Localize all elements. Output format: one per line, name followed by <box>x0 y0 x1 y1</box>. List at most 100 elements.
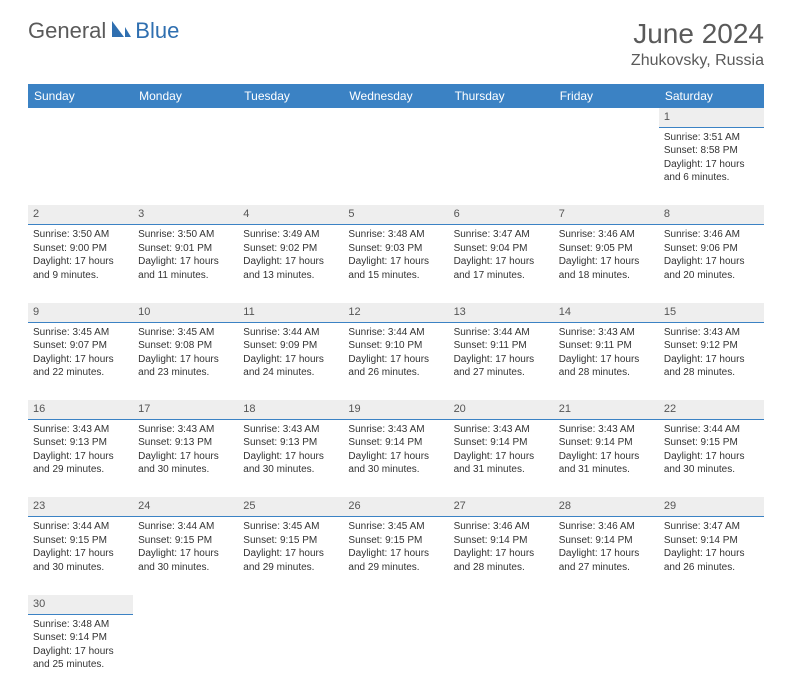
day-cell: Sunrise: 3:44 AMSunset: 9:15 PMDaylight:… <box>133 517 238 595</box>
day-cell: Sunrise: 3:48 AMSunset: 9:14 PMDaylight:… <box>28 614 133 692</box>
day-content: Sunrise: 3:43 AMSunset: 9:12 PMDaylight:… <box>664 326 759 380</box>
day-number: 19 <box>343 400 448 419</box>
sunrise-line: Sunrise: 3:46 AM <box>664 228 759 242</box>
sunrise-line: Sunrise: 3:44 AM <box>454 326 549 340</box>
day-cell: Sunrise: 3:45 AMSunset: 9:08 PMDaylight:… <box>133 322 238 400</box>
day-cell: Sunrise: 3:43 AMSunset: 9:12 PMDaylight:… <box>659 322 764 400</box>
day-content: Sunrise: 3:47 AMSunset: 9:14 PMDaylight:… <box>664 520 759 574</box>
day-cell: Sunrise: 3:50 AMSunset: 9:01 PMDaylight:… <box>133 225 238 303</box>
day-header: Sunday <box>28 84 133 108</box>
sunrise-line: Sunrise: 3:44 AM <box>33 520 128 534</box>
sunset-line: Sunset: 9:15 PM <box>243 534 338 548</box>
sunrise-line: Sunrise: 3:43 AM <box>348 423 443 437</box>
day-header: Monday <box>133 84 238 108</box>
day-cell: Sunrise: 3:45 AMSunset: 9:15 PMDaylight:… <box>343 517 448 595</box>
sunrise-line: Sunrise: 3:43 AM <box>454 423 549 437</box>
daylight-line: Daylight: 17 hours and 29 minutes. <box>348 547 443 574</box>
day-content: Sunrise: 3:50 AMSunset: 9:01 PMDaylight:… <box>138 228 233 282</box>
day-number: 7 <box>554 205 659 224</box>
day-cell: Sunrise: 3:44 AMSunset: 9:09 PMDaylight:… <box>238 322 343 400</box>
day-number: 26 <box>343 497 448 516</box>
day-content: Sunrise: 3:50 AMSunset: 9:00 PMDaylight:… <box>33 228 128 282</box>
day-number: 5 <box>343 205 448 224</box>
sunrise-line: Sunrise: 3:43 AM <box>243 423 338 437</box>
day-cell: Sunrise: 3:46 AMSunset: 9:14 PMDaylight:… <box>554 517 659 595</box>
day-content: Sunrise: 3:44 AMSunset: 9:15 PMDaylight:… <box>664 423 759 477</box>
day-number: 21 <box>554 400 659 419</box>
day-number: 18 <box>238 400 343 419</box>
day-content: Sunrise: 3:43 AMSunset: 9:13 PMDaylight:… <box>33 423 128 477</box>
day-header: Saturday <box>659 84 764 108</box>
day-number: 13 <box>449 303 554 322</box>
day-header: Thursday <box>449 84 554 108</box>
day-content: Sunrise: 3:43 AMSunset: 9:14 PMDaylight:… <box>348 423 443 477</box>
sunrise-line: Sunrise: 3:46 AM <box>559 228 654 242</box>
sunset-line: Sunset: 9:13 PM <box>243 436 338 450</box>
daylight-line: Daylight: 17 hours and 25 minutes. <box>33 645 128 672</box>
day-number <box>554 108 659 127</box>
day-content: Sunrise: 3:51 AMSunset: 8:58 PMDaylight:… <box>664 131 759 185</box>
sunrise-line: Sunrise: 3:50 AM <box>138 228 233 242</box>
sunrise-line: Sunrise: 3:46 AM <box>454 520 549 534</box>
day-header: Friday <box>554 84 659 108</box>
day-number: 1 <box>659 108 764 127</box>
day-cell: Sunrise: 3:44 AMSunset: 9:15 PMDaylight:… <box>28 517 133 595</box>
day-content: Sunrise: 3:48 AMSunset: 9:14 PMDaylight:… <box>33 618 128 672</box>
sunset-line: Sunset: 9:14 PM <box>348 436 443 450</box>
daylight-line: Daylight: 17 hours and 30 minutes. <box>138 547 233 574</box>
daylight-line: Daylight: 17 hours and 30 minutes. <box>138 450 233 477</box>
sunset-line: Sunset: 8:58 PM <box>664 144 759 158</box>
day-number <box>659 595 764 614</box>
day-content: Sunrise: 3:45 AMSunset: 9:15 PMDaylight:… <box>243 520 338 574</box>
day-content: Sunrise: 3:46 AMSunset: 9:14 PMDaylight:… <box>559 520 654 574</box>
day-cell <box>554 614 659 692</box>
daylight-line: Daylight: 17 hours and 13 minutes. <box>243 255 338 282</box>
day-content: Sunrise: 3:43 AMSunset: 9:13 PMDaylight:… <box>138 423 233 477</box>
sunset-line: Sunset: 9:15 PM <box>664 436 759 450</box>
daylight-line: Daylight: 17 hours and 22 minutes. <box>33 353 128 380</box>
day-number: 4 <box>238 205 343 224</box>
sunrise-line: Sunrise: 3:44 AM <box>348 326 443 340</box>
header: General Blue June 2024 Zhukovsky, Russia <box>0 0 792 78</box>
daylight-line: Daylight: 17 hours and 28 minutes. <box>454 547 549 574</box>
title-block: June 2024 Zhukovsky, Russia <box>631 18 764 70</box>
sunset-line: Sunset: 9:11 PM <box>454 339 549 353</box>
day-cell: Sunrise: 3:51 AMSunset: 8:58 PMDaylight:… <box>659 127 764 205</box>
sunset-line: Sunset: 9:15 PM <box>33 534 128 548</box>
sunrise-line: Sunrise: 3:48 AM <box>33 618 128 632</box>
sunset-line: Sunset: 9:12 PM <box>664 339 759 353</box>
day-number: 22 <box>659 400 764 419</box>
day-number: 9 <box>28 303 133 322</box>
day-cell <box>133 127 238 205</box>
sunset-line: Sunset: 9:14 PM <box>559 436 654 450</box>
day-content: Sunrise: 3:46 AMSunset: 9:06 PMDaylight:… <box>664 228 759 282</box>
daylight-line: Daylight: 17 hours and 31 minutes. <box>454 450 549 477</box>
calendar-table: Sunday Monday Tuesday Wednesday Thursday… <box>28 84 764 692</box>
logo-sail-icon <box>110 19 132 44</box>
daylight-line: Daylight: 17 hours and 30 minutes. <box>243 450 338 477</box>
sunrise-line: Sunrise: 3:44 AM <box>243 326 338 340</box>
day-cell <box>659 614 764 692</box>
day-content: Sunrise: 3:44 AMSunset: 9:15 PMDaylight:… <box>33 520 128 574</box>
day-cell <box>238 614 343 692</box>
daynum-row: 16171819202122 <box>28 400 764 419</box>
day-number <box>238 108 343 127</box>
sunrise-line: Sunrise: 3:50 AM <box>33 228 128 242</box>
day-cell: Sunrise: 3:47 AMSunset: 9:14 PMDaylight:… <box>659 517 764 595</box>
logo-text-blue: Blue <box>135 18 179 44</box>
day-number: 3 <box>133 205 238 224</box>
day-cell: Sunrise: 3:43 AMSunset: 9:14 PMDaylight:… <box>554 419 659 497</box>
day-number <box>238 595 343 614</box>
day-number <box>449 595 554 614</box>
week-row: Sunrise: 3:51 AMSunset: 8:58 PMDaylight:… <box>28 127 764 205</box>
day-cell <box>238 127 343 205</box>
day-content: Sunrise: 3:45 AMSunset: 9:07 PMDaylight:… <box>33 326 128 380</box>
day-content: Sunrise: 3:43 AMSunset: 9:14 PMDaylight:… <box>454 423 549 477</box>
day-cell: Sunrise: 3:43 AMSunset: 9:11 PMDaylight:… <box>554 322 659 400</box>
day-number: 2 <box>28 205 133 224</box>
location: Zhukovsky, Russia <box>631 52 764 70</box>
sunrise-line: Sunrise: 3:45 AM <box>243 520 338 534</box>
sunset-line: Sunset: 9:01 PM <box>138 242 233 256</box>
day-cell <box>554 127 659 205</box>
daylight-line: Daylight: 17 hours and 18 minutes. <box>559 255 654 282</box>
